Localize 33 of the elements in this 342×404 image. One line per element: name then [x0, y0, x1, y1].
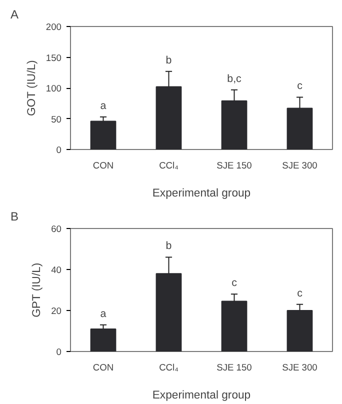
y-tick-label: 200: [46, 22, 62, 32]
y-tick-label: 0: [56, 145, 62, 155]
annotation: b,c: [227, 72, 242, 85]
annotation: a: [100, 100, 106, 112]
annotation: a: [100, 308, 106, 320]
x-tick-label: CCl₄: [159, 160, 179, 170]
x-tick-label: SJE 300: [282, 362, 318, 372]
x-tick-label: SJE 150: [216, 160, 252, 170]
chart-title: B: [10, 210, 19, 224]
x-tick-label: SJE 150: [216, 362, 252, 372]
annotation: c: [232, 277, 238, 290]
x-tick-label: CCl₄: [159, 362, 179, 372]
x-tick-label: SJE 300: [282, 160, 318, 170]
chart-title: A: [10, 8, 19, 22]
annotation: b: [166, 240, 172, 252]
annotation: b: [166, 54, 172, 66]
x-axis-title: Experimental group: [152, 390, 251, 402]
y-tick-label: 100: [46, 84, 62, 94]
bar: [90, 328, 116, 352]
y-tick-label: 40: [51, 265, 62, 275]
bar: [90, 120, 116, 150]
y-tick-label: 0: [56, 347, 62, 357]
x-axis-title: Experimental group: [152, 188, 251, 200]
x-tick-label: CON: [92, 160, 114, 170]
y-axis-title: GPT (IU/L): [31, 262, 44, 318]
y-tick-label: 50: [51, 114, 62, 124]
annotation: c: [297, 80, 304, 92]
y-tick-label: 150: [46, 52, 62, 63]
y-axis-title: GOT (IU/L): [26, 60, 38, 116]
y-tick-label: 60: [51, 224, 62, 234]
y-tick-label: 20: [51, 306, 62, 316]
x-tick-label: CON: [92, 362, 114, 372]
annotation: c: [297, 287, 304, 300]
